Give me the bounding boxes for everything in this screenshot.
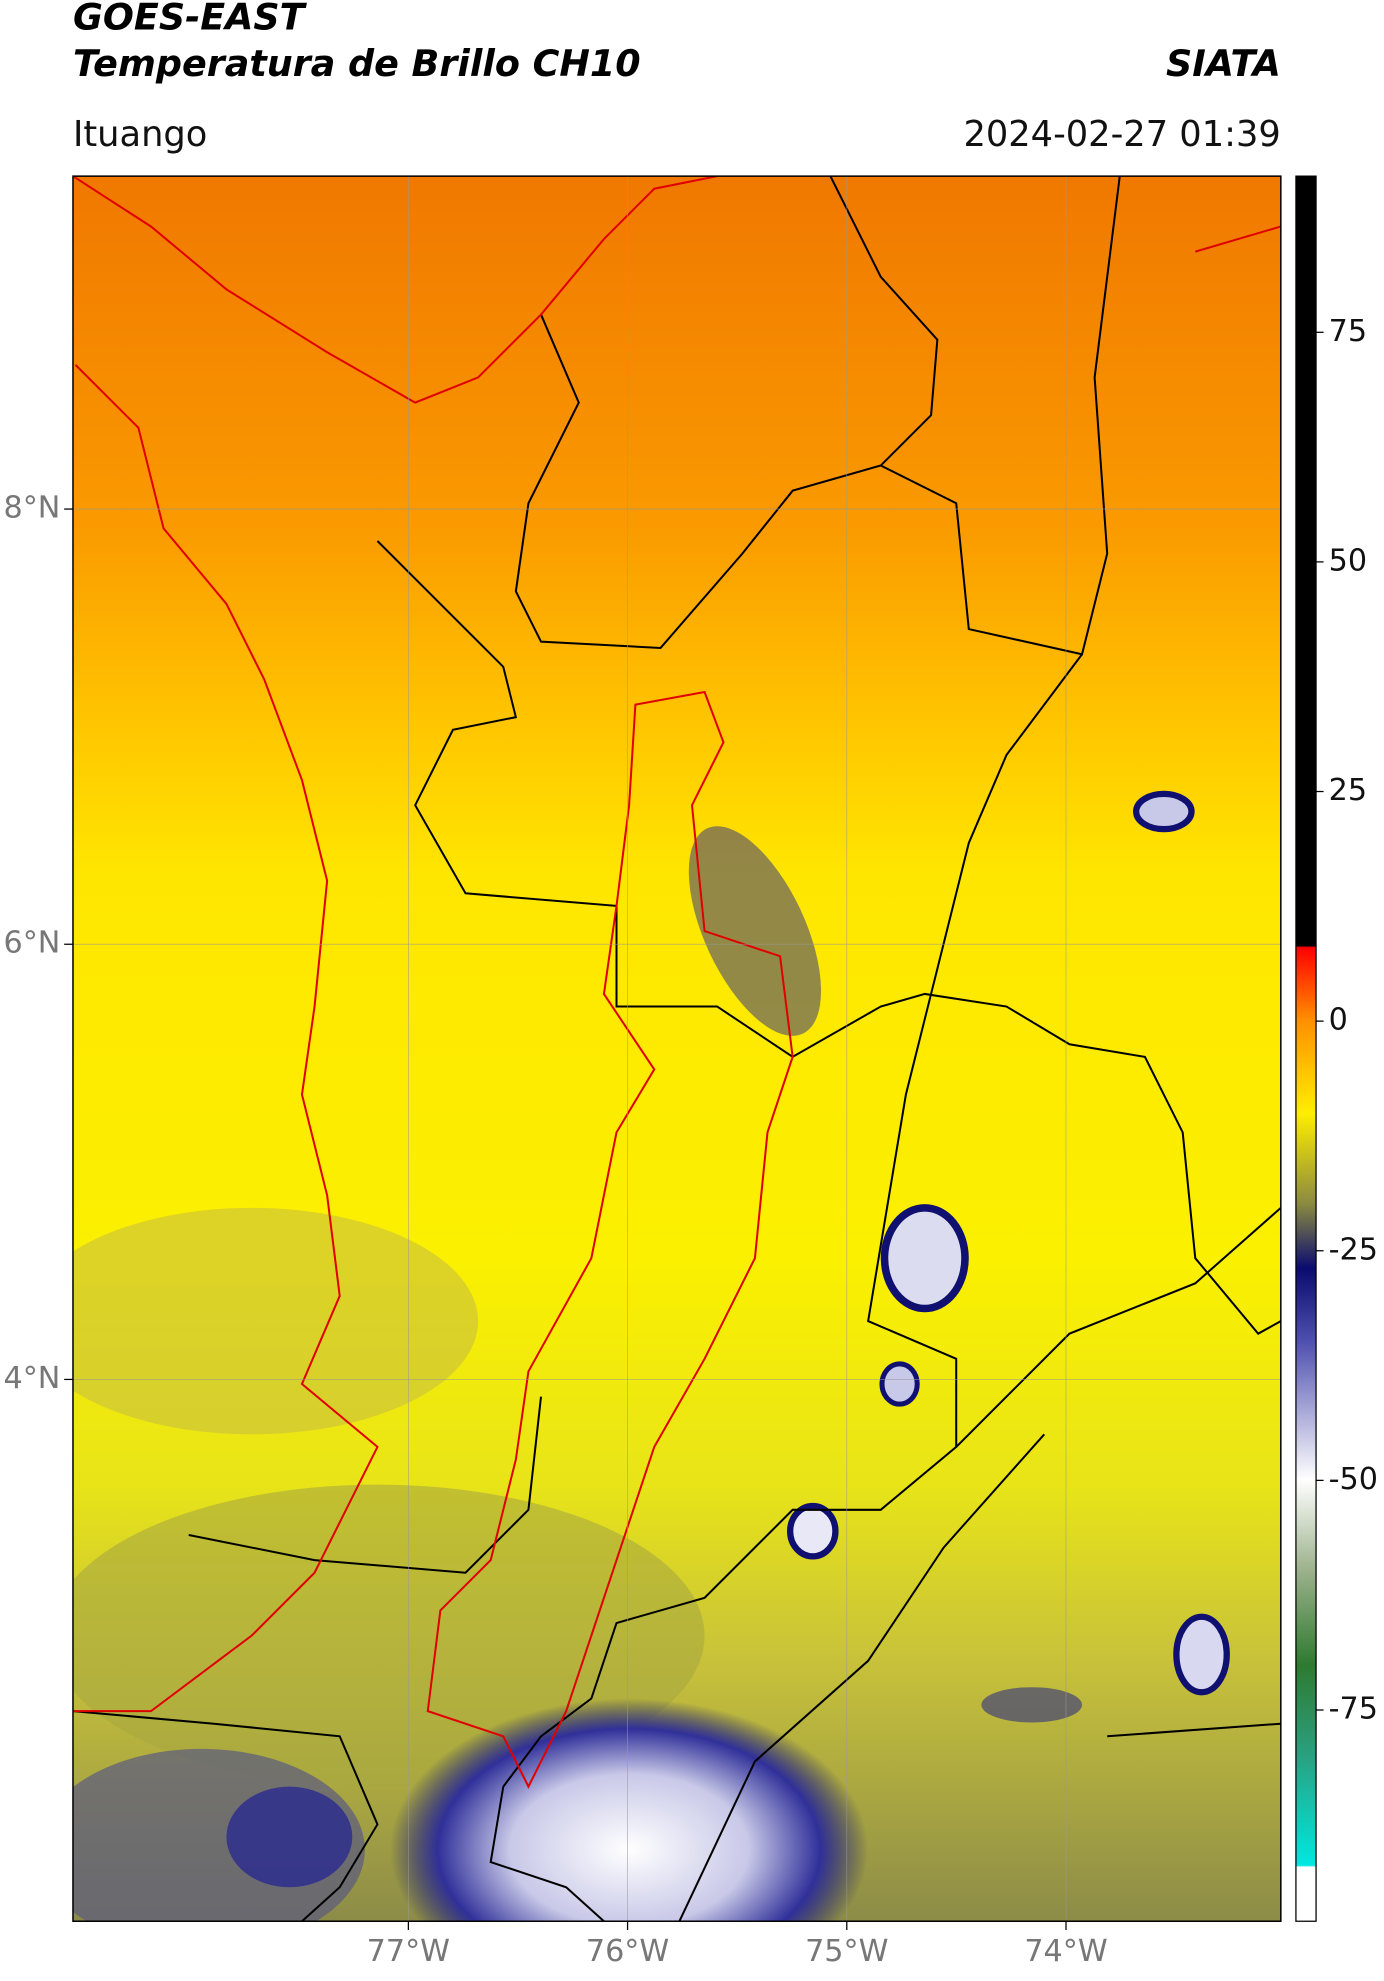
source: SIATA xyxy=(1166,42,1281,85)
x-tick-label: 77°W xyxy=(367,1934,450,1969)
timestamp: 2024-02-27 01:39 xyxy=(963,114,1280,155)
map-image xyxy=(72,176,1281,1922)
y-tick-label: 4°N xyxy=(4,1361,61,1396)
grid xyxy=(72,176,1281,1922)
colorbar-tick-label: -75 xyxy=(1329,1691,1378,1726)
y-tick-label: 8°N xyxy=(4,491,61,526)
region: Ituango xyxy=(73,114,207,155)
colorbar-tick-label: -50 xyxy=(1329,1462,1378,1497)
title: GOES-EAST xyxy=(73,0,308,38)
colorbar-tick-label: 50 xyxy=(1329,543,1367,578)
x-tick-label: 75°W xyxy=(805,1934,888,1969)
colorbar-tick-label: 25 xyxy=(1329,773,1367,808)
colorbar xyxy=(1295,175,1317,1922)
subtitle: Temperatura de Brillo CH10 xyxy=(73,42,641,85)
map-frame xyxy=(72,175,1282,1922)
x-tick-label: 76°W xyxy=(586,1934,669,1969)
y-tick-label: 6°N xyxy=(4,926,61,961)
colorbar-tick-label: 75 xyxy=(1329,314,1367,349)
colorbar-tick-label: 0 xyxy=(1329,1003,1348,1038)
x-tick-label: 74°W xyxy=(1024,1934,1107,1969)
colorbar-tick-label: -25 xyxy=(1329,1232,1378,1267)
